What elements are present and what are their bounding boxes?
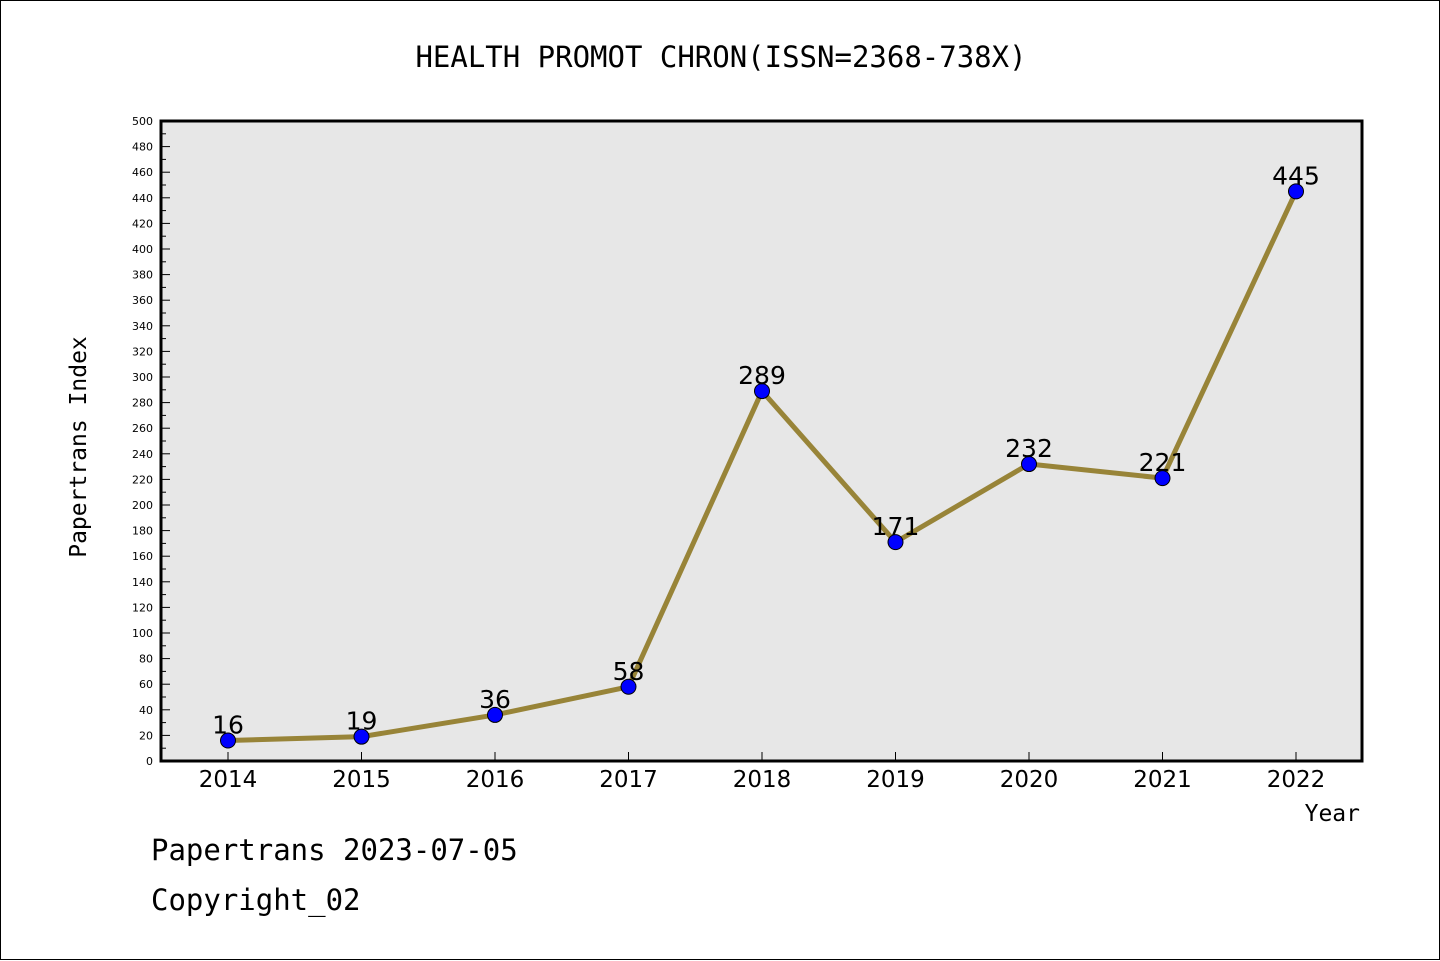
data-point xyxy=(1154,470,1171,487)
x-tick-label: 2015 xyxy=(332,767,391,793)
y-tick-label: 180 xyxy=(132,525,153,538)
y-tick-label: 0 xyxy=(146,755,153,768)
y-axis-label: Papertrans Index xyxy=(66,336,92,558)
series-layer xyxy=(220,183,1304,749)
y-tick-label: 80 xyxy=(139,653,153,666)
y-tick-label: 20 xyxy=(139,729,153,742)
data-point xyxy=(1288,183,1304,200)
data-point xyxy=(487,706,503,723)
y-tick-label: 460 xyxy=(132,166,153,179)
footer-date-text: Papertrans 2023-07-05 xyxy=(151,833,518,867)
data-point xyxy=(620,678,637,695)
y-tick-label: 260 xyxy=(132,422,153,435)
data-label: 19 xyxy=(346,707,378,736)
y-tick-label: 440 xyxy=(132,192,153,205)
chart-title: HEALTH PROMOT CHRON(ISSN=2368-738X) xyxy=(415,40,1026,74)
y-tick-label: 360 xyxy=(132,294,153,307)
data-point xyxy=(754,383,770,400)
x-tick-label: 2018 xyxy=(733,767,792,793)
y-axis-ticks: 0 20 40 60 80 100 120 140 160 180 200 220 240 260 280 3… xyxy=(132,115,170,768)
data-point xyxy=(220,732,236,749)
data-label: 445 xyxy=(1272,161,1320,190)
data-point xyxy=(353,728,370,745)
y-tick-label: 480 xyxy=(132,141,153,154)
y-tick-label: 160 xyxy=(132,550,153,563)
x-axis-label: Year xyxy=(1305,801,1360,827)
y-tick-label: 380 xyxy=(132,269,153,282)
data-label: 221 xyxy=(1139,448,1187,477)
x-tick-label: 2020 xyxy=(1000,767,1059,793)
x-tick-label: 2017 xyxy=(599,767,658,793)
x-tick-label: 2022 xyxy=(1267,767,1326,793)
data-label: 58 xyxy=(613,657,645,686)
y-tick-label: 240 xyxy=(132,448,153,461)
y-tick-label: 500 xyxy=(132,115,153,128)
x-axis-ticks: 2014 2015 2016 2017 2018 2019 2020 2021 2022 xyxy=(199,752,1326,793)
data-label: 16 xyxy=(212,711,244,740)
plot-border xyxy=(159,119,1364,763)
y-tick-label: 60 xyxy=(139,678,153,691)
data-point xyxy=(1021,456,1037,473)
x-tick-label: 2016 xyxy=(466,767,525,793)
y-tick-label: 340 xyxy=(132,320,153,333)
y-tick-label: 100 xyxy=(132,627,153,640)
x-tick-label: 2019 xyxy=(866,767,925,793)
data-label: 289 xyxy=(738,361,786,390)
y-tick-label: 200 xyxy=(132,499,153,512)
y-tick-label: 40 xyxy=(139,704,153,717)
footer-copyright-text: Copyright_02 xyxy=(151,883,361,917)
y-tick-label: 140 xyxy=(132,576,153,589)
y-tick-label: 420 xyxy=(132,217,153,230)
data-point xyxy=(887,534,904,551)
data-labels: 16 19 36 58 289 171 232 221 445 xyxy=(212,161,1320,739)
data-label: 36 xyxy=(479,685,511,714)
y-tick-label: 300 xyxy=(132,371,153,384)
y-tick-label: 400 xyxy=(132,243,153,256)
plot-area xyxy=(161,121,1362,761)
data-label: 171 xyxy=(872,512,920,541)
x-tick-label: 2014 xyxy=(199,767,258,793)
x-tick-label: 2021 xyxy=(1133,767,1192,793)
y-tick-label: 120 xyxy=(132,601,153,614)
y-tick-label: 320 xyxy=(132,345,153,358)
y-tick-label: 280 xyxy=(132,397,153,410)
data-label: 232 xyxy=(1005,434,1053,463)
y-tick-label: 220 xyxy=(132,473,153,486)
